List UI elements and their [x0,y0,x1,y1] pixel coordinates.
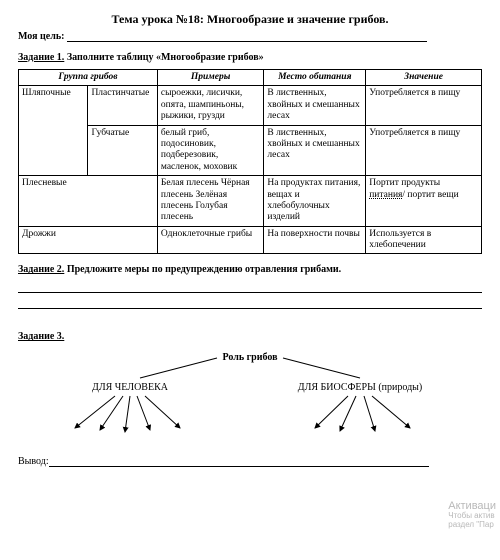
table-row: Губчатые белый гриб, подосиновик, подбер… [19,125,482,176]
task2-heading: Задание 2. Предложите меры по предупрежд… [18,264,482,275]
th-group: Группа грибов [19,70,158,86]
conclusion-blank [49,457,429,467]
cell-plate-hab: В лиственных, хвойных и смешанных лесах [264,86,366,125]
fungi-table: Группа грибов Примеры Место обитания Зна… [18,69,482,254]
branch-human: ДЛЯ ЧЕЛОВЕКА [92,382,169,393]
table-row: Шляпочные Пластинчатые сыроежки, лисички… [19,86,482,125]
cell-tube-ex: белый гриб, подосиновик, подберезовик, м… [157,125,263,176]
goal-label: Моя цель: [18,31,64,42]
cell-tube-hab: В лиственных, хвойных и смешанных лесах [264,125,366,176]
goal-line: Моя цель: [18,31,482,42]
table-row: Дрожжи Одноклеточные грибы На поверхност… [19,226,482,254]
task2-text: Предложите меры по предупреждению отравл… [67,264,341,275]
task2-blank-1 [18,281,482,293]
task1-heading: Задание 1. Заполните таблицу «Многообраз… [18,52,482,63]
watermark-line3: раздел "Пар [448,521,496,530]
conclusion-line: Вывод: [18,456,482,467]
task2-blank-2 [18,297,482,309]
cell-tube-val: Употребляется в пищу [366,125,482,176]
cell-yeast-hab: На поверхности почвы [264,226,366,254]
cell-mold-val: Портит продукты питания/ портит вещи [366,176,482,227]
task3-heading: Задание 3. [18,331,482,342]
role-diagram: Роль грибов ДЛЯ ЧЕЛОВЕКА ДЛЯ БИОСФЕРЫ (п… [18,348,482,438]
task1-text: Заполните таблицу «Многообразие грибов» [67,52,264,63]
role-title: Роль грибов [222,352,278,363]
windows-watermark: Активаци Чтобы актив раздел "Пар [448,500,496,530]
cell-yeast: Дрожжи [19,226,158,254]
th-value: Значение [366,70,482,86]
cell-cap: Шляпочные [19,86,88,176]
branch-bio: ДЛЯ БИОСФЕРЫ (природы) [298,382,422,393]
table-header-row: Группа грибов Примеры Место обитания Зна… [19,70,482,86]
cell-mold: Плесневые [19,176,158,227]
cell-yeast-ex: Одноклеточные грибы [157,226,263,254]
task3-num: Задание 3. [18,331,64,342]
cell-plate-ex: сыроежки, лисички, опята, шампиньоны, ры… [157,86,263,125]
cell-mold-ex: Белая плесень Чёрная плесень Зелёная пле… [157,176,263,227]
th-habitat: Место обитания [264,70,366,86]
task2-num: Задание 2. [18,264,64,275]
conclusion-label: Вывод: [18,456,49,467]
goal-blank [67,32,427,42]
task1-num: Задание 1. [18,52,64,63]
lesson-title: Тема урока №18: Многообразие и значение … [18,12,482,27]
cell-mold-hab: На продуктах питания, вещах и хлебобулоч… [264,176,366,227]
cell-yeast-val: Используется в хлебопечении [366,226,482,254]
cell-plate-val: Употребляется в пищу [366,86,482,125]
th-examples: Примеры [157,70,263,86]
cell-tube-sub: Губчатые [88,125,157,176]
cell-plate-sub: Пластинчатые [88,86,157,125]
table-row: Плесневые Белая плесень Чёрная плесень З… [19,176,482,227]
